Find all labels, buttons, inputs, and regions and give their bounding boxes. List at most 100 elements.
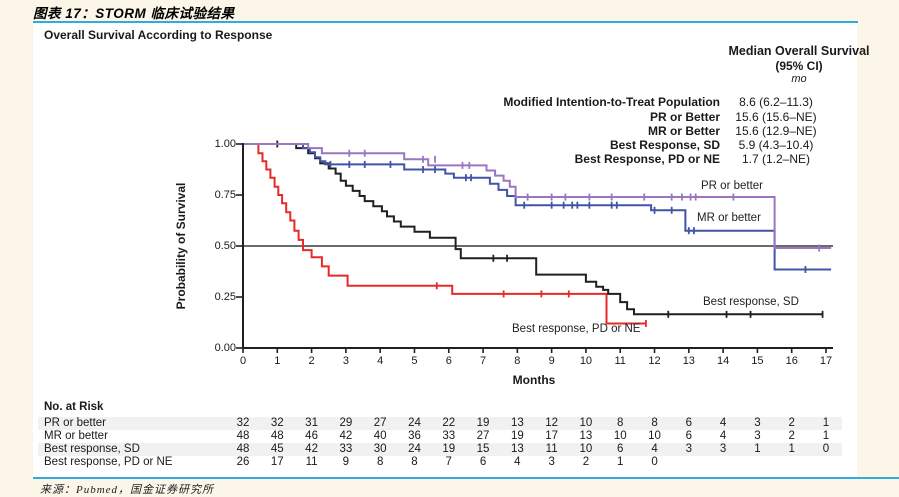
risk-count: 9	[342, 456, 350, 468]
risk-count: 4	[719, 417, 727, 429]
km-curve-best-response-sd	[243, 143, 823, 316]
x-tick-label: 14	[716, 355, 730, 367]
risk-count: 2	[582, 456, 590, 468]
risk-count: 24	[408, 443, 421, 455]
curve-label: Best response, SD	[703, 296, 799, 308]
x-tick-label: 2	[308, 355, 315, 367]
x-tick-label: 4	[377, 355, 384, 367]
risk-count: 33	[442, 430, 456, 442]
risk-count: 3	[548, 456, 555, 468]
km-curve-best-response-pd-or-ne	[243, 143, 646, 325]
y-tick-label: 0.50	[214, 240, 236, 252]
risk-count: 32	[270, 417, 284, 429]
risk-count: 17	[270, 456, 284, 468]
risk-count: 30	[373, 443, 387, 455]
x-axis-title: Months	[512, 373, 556, 387]
y-tick-label: 1.00	[214, 138, 236, 150]
risk-count: 32	[236, 417, 250, 429]
risk-count: 3	[685, 443, 693, 455]
median-row-label: Best Response, PD or NE	[574, 152, 720, 166]
median-row-value: 15.6 (15.6–NE)	[735, 110, 817, 124]
x-tick-label: 12	[648, 355, 661, 367]
risk-count: 6	[479, 456, 487, 468]
risk-count: 15	[476, 443, 490, 455]
median-survival-heading: Median Overall Survival	[728, 44, 870, 58]
risk-row-stripe	[38, 417, 842, 430]
risk-count: 8	[411, 456, 418, 468]
risk-count: 31	[305, 417, 318, 429]
median-row-value: 15.6 (12.9–NE)	[735, 124, 817, 138]
x-tick-label: 9	[548, 355, 555, 367]
risk-count: 10	[579, 443, 593, 455]
x-tick-label: 3	[342, 355, 349, 367]
x-tick-label: 15	[751, 355, 764, 367]
median-survival-ci-heading: (95% CI)	[775, 59, 823, 73]
risk-count: 48	[236, 443, 250, 455]
curve-label: MR or better	[697, 212, 761, 224]
risk-count: 6	[685, 417, 693, 429]
chart-panel	[33, 23, 857, 477]
risk-count: 4	[514, 456, 521, 468]
risk-count: 2	[788, 430, 795, 442]
risk-count: 2	[788, 417, 795, 429]
risk-count: 46	[305, 430, 318, 442]
risk-count: 45	[270, 443, 284, 455]
risk-count: 3	[719, 443, 727, 455]
risk-count: 10	[613, 430, 627, 442]
risk-count: 11	[305, 456, 318, 468]
risk-count: 13	[510, 417, 524, 429]
median-row-label: Best Response, SD	[609, 138, 720, 152]
risk-row-label: Best response, PD or NE	[44, 456, 173, 468]
x-tick-label: 1	[274, 355, 281, 367]
y-axis-title: Probability of Survival	[174, 182, 188, 310]
x-tick-label: 13	[682, 355, 695, 367]
median-row-label: Modified Intention-to-Treat Population	[503, 95, 720, 109]
x-tick-label: 11	[614, 355, 626, 367]
x-tick-label: 16	[785, 355, 798, 367]
y-tick-label: 0.75	[214, 189, 236, 201]
y-tick-label: 0.00	[214, 342, 236, 354]
risk-count: 33	[339, 443, 353, 455]
risk-count: 3	[754, 430, 761, 442]
risk-count: 42	[339, 430, 353, 442]
source-line: 来源：Pubmed，国金证券研究所	[40, 484, 215, 496]
risk-count: 19	[476, 417, 490, 429]
risk-count: 12	[545, 417, 559, 429]
risk-row-label: MR or better	[44, 430, 108, 442]
risk-count: 29	[339, 417, 353, 429]
x-tick-label: 7	[479, 355, 487, 367]
risk-row-label: Best response, SD	[44, 443, 140, 455]
y-tick-label: 0.25	[214, 291, 236, 303]
risk-count: 8	[617, 417, 624, 429]
risk-count: 22	[442, 417, 456, 429]
risk-count: 7	[445, 456, 452, 468]
risk-count: 48	[236, 430, 250, 442]
median-row-value: 5.9 (4.3–10.4)	[738, 138, 814, 152]
risk-count: 10	[579, 417, 593, 429]
risk-count: 4	[719, 430, 727, 442]
curve-label: PR or better	[701, 180, 763, 192]
risk-count: 19	[442, 443, 456, 455]
median-row-value: 1.7 (1.2–NE)	[741, 152, 811, 166]
figure-title: 图表 17：STORM 临床试验结果	[33, 6, 235, 21]
risk-count: 19	[510, 430, 524, 442]
risk-count: 24	[408, 417, 421, 429]
curve-label: Best response, PD or NE	[512, 323, 641, 335]
x-tick-label: 8	[514, 355, 521, 367]
footer-rule	[33, 477, 899, 479]
risk-count: 48	[270, 430, 284, 442]
risk-count: 27	[476, 430, 490, 442]
km-curve-pr-or-better	[243, 143, 832, 249]
median-row-label: PR or Better	[649, 110, 720, 124]
risk-row-stripe	[38, 443, 842, 456]
risk-count: 6	[685, 430, 693, 442]
risk-count: 27	[373, 417, 387, 429]
x-tick-label: 6	[445, 355, 452, 367]
risk-count: 40	[373, 430, 387, 442]
x-tick-label: 17	[819, 355, 833, 367]
median-row-value: 8.6 (6.2–11.3)	[739, 95, 813, 109]
risk-count: 17	[545, 430, 559, 442]
risk-count: 26	[236, 456, 250, 468]
risk-count: 1	[754, 443, 761, 455]
